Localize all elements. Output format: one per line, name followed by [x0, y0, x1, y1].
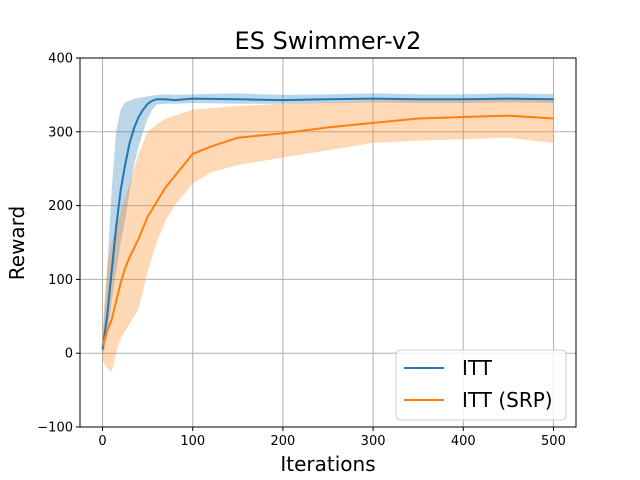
x-tick-label: 200: [270, 434, 295, 449]
x-axis-ticks: 0 100 200 300 400 500: [98, 427, 566, 449]
x-tick-label: 100: [180, 434, 205, 449]
chart-title: ES Swimmer-v2: [235, 27, 422, 55]
x-tick-label: 500: [541, 434, 566, 449]
legend: ITT ITT (SRP): [395, 349, 567, 421]
series-0-line: [101, 97, 554, 350]
series-1-confidence-band: [102, 98, 554, 372]
y-tick-label: 0: [65, 347, 73, 362]
x-tick-label: 0: [98, 434, 106, 449]
legend-label: ITT: [462, 356, 493, 380]
y-axis-label: Reward: [5, 206, 29, 280]
y-tick-label: 100: [48, 273, 73, 288]
y-tick-label: 200: [48, 199, 73, 214]
y-tick-label: −100: [37, 421, 73, 436]
x-axis-label: Iterations: [280, 452, 375, 476]
y-axis-ticks: −100 0 100 200 300 400: [37, 52, 80, 436]
y-tick-label: 400: [48, 52, 73, 67]
legend-label: ITT (SRP): [462, 388, 553, 412]
confidence-bands: [102, 93, 554, 372]
x-tick-label: 300: [361, 434, 386, 449]
plot-frame: [79, 57, 577, 428]
series-lines: [101, 97, 554, 350]
x-tick-label: 400: [451, 434, 476, 449]
series-1-line: [101, 114, 554, 347]
y-tick-label: 300: [48, 125, 73, 140]
